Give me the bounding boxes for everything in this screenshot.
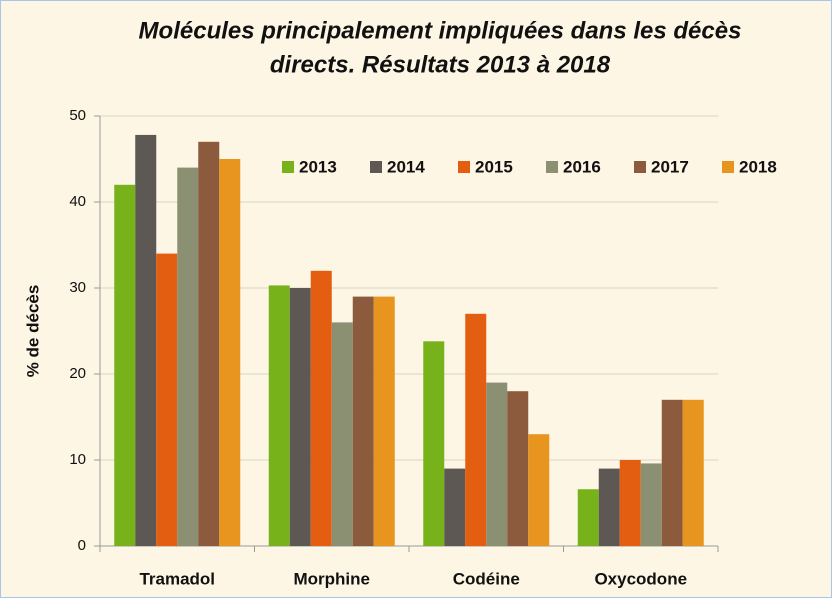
bar [577, 489, 599, 546]
bar [640, 463, 662, 546]
bar [507, 391, 529, 546]
bar [219, 159, 241, 546]
legend-swatch [722, 161, 734, 173]
x-tick-label: Tramadol [139, 569, 215, 588]
y-tick-label: 40 [69, 193, 86, 210]
legend-label: 2018 [739, 157, 777, 176]
x-tick-label: Morphine [294, 569, 371, 588]
bar [465, 313, 487, 546]
bar [114, 184, 136, 547]
bar [289, 288, 311, 546]
bar [177, 167, 199, 546]
legend-swatch [458, 161, 470, 173]
bar [352, 296, 374, 546]
chart-title: directs. Résultats 2013 à 2018 [270, 51, 611, 78]
legend-swatch [546, 161, 558, 173]
legend-label: 2016 [563, 157, 601, 176]
y-tick-label: 0 [78, 537, 86, 554]
y-tick-label: 20 [69, 365, 86, 382]
x-tick-label: Oxycodone [594, 569, 687, 588]
legend-label: 2014 [387, 157, 425, 176]
bar [444, 468, 466, 546]
bar [310, 270, 332, 546]
y-tick-label: 50 [69, 107, 86, 124]
legend-swatch [634, 161, 646, 173]
chart-title: Molécules principalement impliquées dans… [139, 17, 742, 44]
bar [486, 382, 508, 546]
y-tick-label: 30 [69, 279, 86, 296]
bar [135, 134, 157, 547]
bar [423, 341, 445, 546]
bar [598, 468, 620, 546]
bar [619, 460, 641, 546]
bar [198, 141, 220, 547]
bar [528, 434, 550, 546]
legend-swatch [370, 161, 382, 173]
x-tick-label: Codéine [453, 569, 520, 588]
bar [331, 322, 353, 546]
legend-label: 2017 [651, 157, 689, 176]
bar [268, 285, 290, 546]
bar [661, 399, 683, 546]
y-axis-label: % de décès [23, 285, 42, 378]
bar [156, 253, 178, 546]
legend-label: 2015 [475, 157, 513, 176]
legend-label: 2013 [299, 157, 337, 176]
bar [682, 399, 704, 546]
legend-swatch [282, 161, 294, 173]
y-tick-label: 10 [69, 451, 86, 468]
bar [373, 296, 395, 546]
